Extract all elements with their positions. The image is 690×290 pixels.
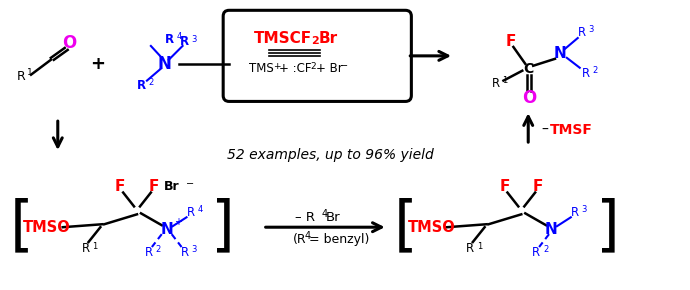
Text: TMS: TMS <box>249 62 274 75</box>
Text: R: R <box>571 206 579 219</box>
Text: + Br: + Br <box>316 62 343 75</box>
Text: R: R <box>181 246 188 260</box>
Text: 2: 2 <box>148 78 153 87</box>
Text: N: N <box>553 46 566 61</box>
Text: +: + <box>174 217 181 227</box>
Text: 1: 1 <box>27 68 33 77</box>
Text: O: O <box>522 89 536 108</box>
Text: F: F <box>533 179 543 194</box>
Text: (R: (R <box>293 233 306 246</box>
Text: R: R <box>81 242 90 255</box>
Text: 2: 2 <box>311 36 319 46</box>
Text: R: R <box>186 206 195 219</box>
Text: N: N <box>158 55 172 73</box>
Text: 1: 1 <box>502 76 508 85</box>
Text: 2: 2 <box>593 66 598 75</box>
Text: R: R <box>180 35 189 48</box>
Text: 2: 2 <box>543 245 549 255</box>
Text: −: − <box>186 179 194 188</box>
Text: R: R <box>17 70 26 83</box>
Text: F: F <box>148 179 159 194</box>
Text: N: N <box>160 222 173 237</box>
Text: TMSO: TMSO <box>23 220 71 235</box>
Text: Br: Br <box>318 30 337 46</box>
Text: 52 examples, up to 96% yield: 52 examples, up to 96% yield <box>227 148 433 162</box>
Text: 2: 2 <box>156 245 161 255</box>
Text: F: F <box>505 34 515 48</box>
Text: 3: 3 <box>582 205 587 214</box>
Text: R: R <box>578 26 586 39</box>
Text: –: – <box>541 123 548 137</box>
Text: R: R <box>582 67 590 80</box>
Text: 1: 1 <box>477 242 482 251</box>
Text: C: C <box>523 62 533 76</box>
Text: 3: 3 <box>192 35 197 44</box>
Text: 3: 3 <box>192 245 197 255</box>
Text: = benzyl): = benzyl) <box>309 233 370 246</box>
Text: ]: ] <box>595 198 620 257</box>
Text: [: [ <box>10 198 34 257</box>
Text: +: + <box>90 55 105 73</box>
Text: 1: 1 <box>92 242 98 251</box>
Text: −: − <box>340 61 348 71</box>
Text: F: F <box>115 179 126 194</box>
Text: 4: 4 <box>322 209 327 219</box>
Text: N: N <box>544 222 558 237</box>
Text: F: F <box>500 179 510 194</box>
FancyBboxPatch shape <box>223 10 411 102</box>
Text: – R: – R <box>295 211 315 224</box>
Text: O: O <box>63 34 77 52</box>
Text: 4: 4 <box>197 205 203 214</box>
Text: R: R <box>145 246 153 260</box>
Text: R: R <box>137 79 146 92</box>
Text: R: R <box>165 32 175 46</box>
Text: 4: 4 <box>304 231 310 241</box>
Text: Br: Br <box>326 211 341 224</box>
Text: +: + <box>273 62 280 71</box>
Text: + :CF: + :CF <box>279 62 311 75</box>
Text: 4: 4 <box>177 32 182 41</box>
Text: R: R <box>491 77 500 90</box>
Text: TMSO: TMSO <box>407 220 455 235</box>
Text: 2: 2 <box>310 62 316 71</box>
Text: Br: Br <box>164 180 179 193</box>
Text: TMSCF: TMSCF <box>254 30 312 46</box>
Text: TMSF: TMSF <box>550 123 593 137</box>
Text: R: R <box>466 242 474 255</box>
Text: [: [ <box>393 198 417 257</box>
Text: 3: 3 <box>589 25 594 34</box>
Text: R: R <box>532 246 540 260</box>
Text: ]: ] <box>211 198 235 257</box>
